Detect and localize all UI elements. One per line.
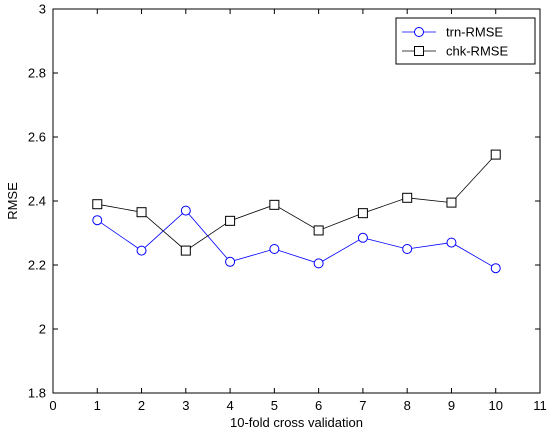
- y-axis-title: RMSE: [5, 182, 20, 220]
- data-point: [402, 192, 413, 203]
- series-trn-RMSE: [92, 205, 501, 274]
- data-point: [92, 215, 103, 226]
- series-layer: [92, 149, 501, 274]
- data-point: [136, 245, 147, 256]
- y-tick-label: 2.8: [28, 66, 46, 81]
- series-line: [97, 210, 496, 269]
- data-point: [313, 225, 324, 236]
- data-point: [313, 258, 324, 269]
- data-point: [180, 205, 191, 216]
- legend-item: chk-RMSE: [402, 44, 508, 59]
- x-tick-label: 4: [226, 398, 233, 413]
- x-tick-label: 8: [404, 398, 411, 413]
- y-tick-label: 2.2: [28, 258, 46, 273]
- x-axis-title: 10-fold cross validation: [230, 415, 363, 430]
- legend-marker: [414, 46, 424, 56]
- data-point: [225, 215, 236, 226]
- legend: trn-RMSE chk-RMSE: [395, 17, 536, 65]
- data-point: [446, 197, 457, 208]
- legend-label: chk-RMSE: [446, 44, 508, 59]
- data-point: [136, 207, 147, 218]
- y-tick-label: 2: [39, 322, 46, 337]
- data-point: [225, 256, 236, 267]
- x-tick-label: 3: [182, 398, 189, 413]
- x-tick-label: 7: [359, 398, 366, 413]
- series-chk-RMSE: [92, 149, 501, 256]
- x-tick-label: 2: [138, 398, 145, 413]
- plot-area: [52, 8, 541, 394]
- legend-label: trn-RMSE: [446, 25, 503, 40]
- data-point: [92, 199, 103, 210]
- x-tick-label: 0: [49, 398, 56, 413]
- x-tick-label: 5: [271, 398, 278, 413]
- x-tick-label: 10: [488, 398, 502, 413]
- data-point: [490, 149, 501, 160]
- y-tick-label: 3: [39, 2, 46, 17]
- data-point: [180, 245, 191, 256]
- data-point: [402, 244, 413, 254]
- y-tick-label: 2.4: [28, 194, 46, 209]
- legend-marker: [414, 27, 424, 37]
- legend-box: [395, 17, 536, 65]
- data-point: [357, 232, 368, 243]
- data-point: [269, 199, 280, 210]
- data-point: [446, 237, 457, 248]
- y-tick-label: 1.8: [28, 386, 46, 401]
- data-point: [357, 208, 368, 219]
- legend-item: trn-RMSE: [402, 25, 503, 40]
- axis-tick-labels: 0 1 2 3 4 5 6 7 8 9 10 11 1.8 2 2.2 2.4 2.6 2.8 3: [28, 2, 547, 414]
- x-tick-label: 9: [448, 398, 455, 413]
- x-tick-label: 11: [533, 398, 547, 413]
- y-tick-label: 2.6: [28, 130, 46, 145]
- data-point: [269, 244, 280, 254]
- series-line: [97, 154, 497, 252]
- x-tick-label: 1: [94, 398, 101, 413]
- axis-ticks: [52, 8, 541, 394]
- x-tick-label: 6: [315, 398, 322, 413]
- data-point: [490, 263, 501, 274]
